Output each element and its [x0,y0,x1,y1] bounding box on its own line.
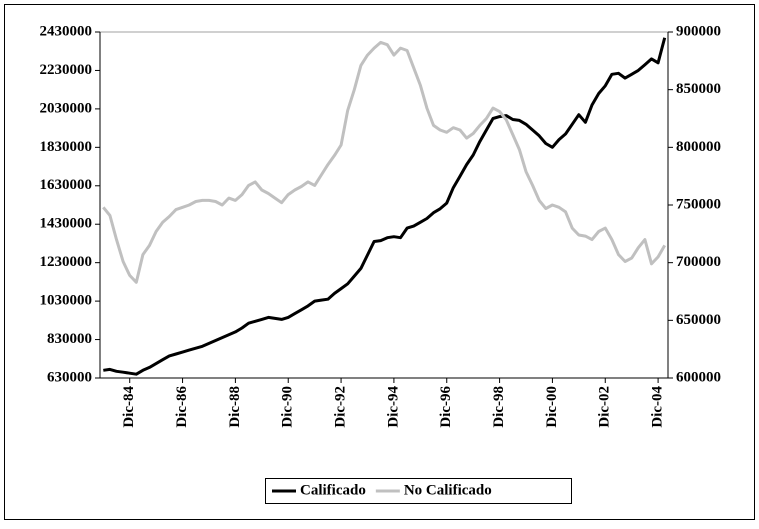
y-tick-label: 630000 [47,369,92,385]
legend-box [265,478,572,504]
y-tick-label: 1430000 [40,216,93,232]
x-tick-label: Dic-00 [544,386,560,428]
x-tick-label: Dic-90 [280,386,296,428]
x-tick-label: Dic-86 [174,386,190,428]
y2-tick-label: 900000 [676,23,721,39]
y2-tick-label: 650000 [676,312,721,328]
y-tick-label: 1830000 [40,139,93,155]
y2-tick-label: 700000 [676,254,721,270]
y-tick-label: 2230000 [40,62,93,78]
x-tick-label: Dic-04 [650,386,666,428]
x-tick-label: Dic-84 [121,386,137,428]
y-tick-label: 1230000 [40,254,93,270]
legend-label: Calificado [300,482,366,498]
y-tick-label: 1030000 [40,293,93,309]
series-line [103,37,667,376]
y-tick-label: 830000 [47,331,92,347]
y2-tick-label: 600000 [676,369,721,385]
y-tick-label: 1630000 [40,177,93,193]
y2-tick-label: 750000 [676,196,721,212]
x-tick-label: Dic-02 [597,386,613,428]
x-tick-label: Dic-96 [438,386,454,428]
legend-label: No Calificado [404,482,492,498]
series-line [102,40,667,284]
y2-tick-label: 850000 [676,81,721,97]
x-tick-label: Dic-92 [333,386,349,428]
x-tick-label: Dic-88 [227,386,243,428]
chart-frame [4,4,755,520]
x-tick-label: Dic-98 [491,386,507,428]
x-tick-label: Dic-94 [385,386,401,428]
y-tick-label: 2430000 [40,23,93,39]
y2-tick-label: 800000 [676,139,721,155]
y-tick-label: 2030000 [40,100,93,116]
